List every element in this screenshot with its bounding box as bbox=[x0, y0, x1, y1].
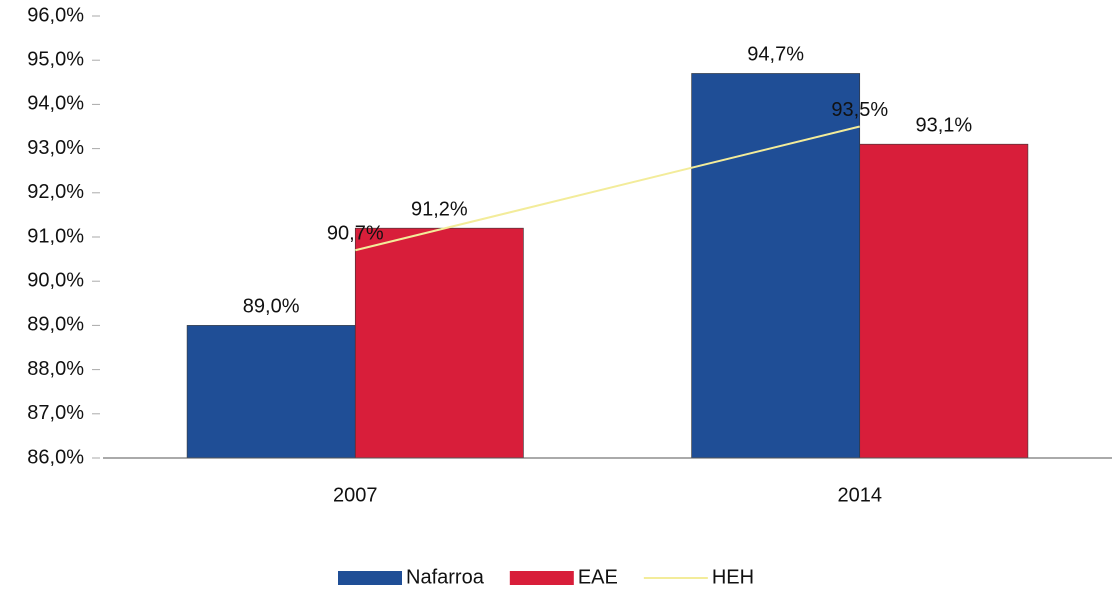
y-tick-label: 89,0% bbox=[27, 314, 84, 336]
x-tick-label: 2007 bbox=[333, 484, 378, 506]
legend-swatch bbox=[509, 571, 574, 585]
bar bbox=[354, 227, 524, 459]
data-label: 93,5% bbox=[831, 99, 888, 121]
y-tick-label: 90,0% bbox=[27, 269, 84, 291]
legend-label: EAE bbox=[578, 566, 618, 588]
y-tick-label: 94,0% bbox=[27, 93, 84, 115]
bar bbox=[186, 325, 356, 459]
legend-label: Nafarroa bbox=[406, 566, 485, 588]
data-label: 90,7% bbox=[327, 223, 384, 245]
x-tick-label: 2014 bbox=[838, 484, 883, 506]
legend-swatch bbox=[338, 571, 402, 585]
y-tick-label: 88,0% bbox=[27, 358, 84, 380]
data-label: 91,2% bbox=[411, 198, 468, 220]
y-tick-label: 96,0% bbox=[27, 4, 84, 26]
data-label: 94,7% bbox=[747, 44, 804, 66]
data-label: 93,1% bbox=[915, 114, 972, 136]
y-tick-label: 86,0% bbox=[27, 446, 84, 468]
bar bbox=[691, 73, 861, 459]
y-tick-label: 92,0% bbox=[27, 181, 84, 203]
line bbox=[355, 125, 860, 252]
data-label: 89,0% bbox=[243, 296, 300, 318]
bar bbox=[859, 143, 1029, 459]
y-tick-label: 87,0% bbox=[27, 402, 84, 424]
legend-label: HEH bbox=[712, 566, 754, 588]
y-tick-label: 95,0% bbox=[27, 48, 84, 70]
y-tick-label: 93,0% bbox=[27, 137, 84, 159]
y-tick-label: 91,0% bbox=[27, 225, 84, 247]
